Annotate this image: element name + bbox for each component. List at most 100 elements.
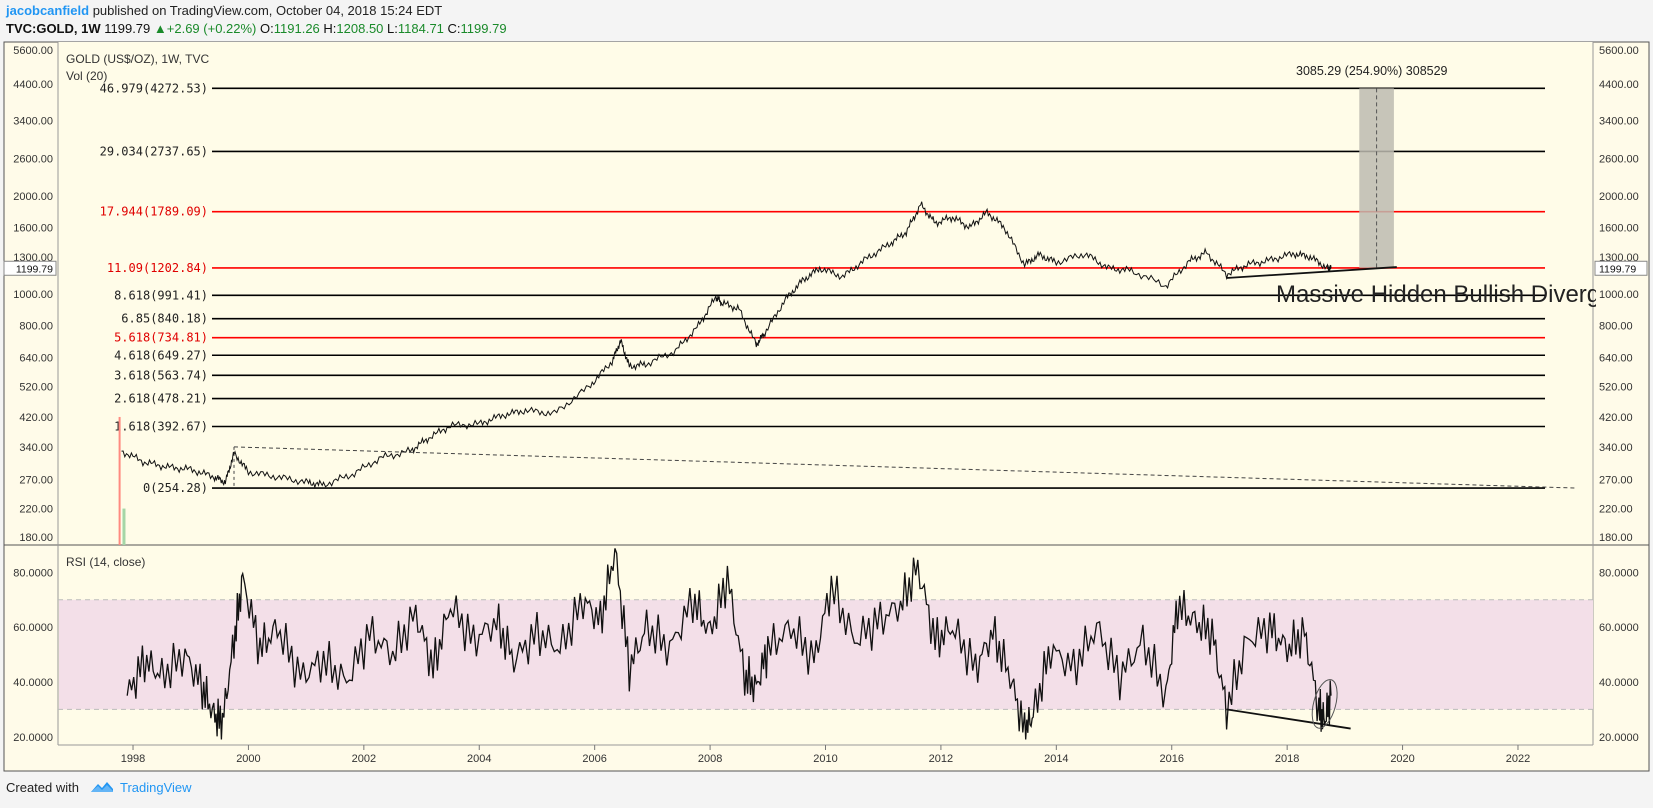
fib-level-label: 4.618(649.27)	[114, 348, 208, 362]
fib-level-label: 11.09(1202.84)	[107, 261, 208, 275]
open-label: O:	[260, 21, 274, 36]
price-tick-right: 420.00	[1599, 412, 1633, 424]
rsi-tick-right: 60.0000	[1599, 622, 1639, 634]
volume-bar	[122, 508, 126, 545]
price-series-line	[121, 201, 1332, 490]
price-tick-right: 2000.00	[1599, 191, 1639, 203]
time-tick-label: 2002	[352, 753, 376, 765]
rsi-tick-left: 40.0000	[13, 677, 53, 689]
fib-level-label: 0(254.28)	[143, 481, 208, 495]
fib-level-label: 3.618(563.74)	[114, 368, 208, 382]
time-tick-label: 2022	[1506, 753, 1530, 765]
rsi-band	[59, 599, 1593, 710]
price-tick-left: 800.00	[19, 321, 53, 333]
fib-level-label: 5.618(734.81)	[114, 331, 208, 345]
price-tick-right: 4400.00	[1599, 79, 1639, 91]
created-with-label: Created with	[6, 780, 79, 795]
time-tick-label: 2012	[929, 753, 953, 765]
rsi-tick-right: 20.0000	[1599, 732, 1639, 744]
price-tick-left: 3400.00	[13, 116, 53, 128]
price-pane-title: GOLD (US$/OZ), 1W, TVC	[66, 52, 210, 66]
price-tick-left: 1000.00	[13, 289, 53, 301]
measure-box	[1359, 88, 1394, 268]
time-tick-label: 2010	[813, 753, 837, 765]
last-price: 1199.79	[104, 21, 151, 36]
rsi-tick-right: 40.0000	[1599, 677, 1639, 689]
high-label: H:	[323, 21, 337, 36]
price-tick-right: 220.00	[1599, 504, 1633, 516]
time-tick-label: 2018	[1275, 753, 1299, 765]
fib-level-label: 6.85(840.18)	[121, 312, 208, 326]
time-tick-label: 2014	[1044, 753, 1068, 765]
price-tick-right: 270.00	[1599, 475, 1633, 487]
price-tick-left: 4400.00	[13, 79, 53, 91]
volume-label: Vol (20)	[66, 69, 108, 83]
price-tick-left: 220.00	[19, 504, 53, 516]
high-value: 1208.50	[336, 21, 384, 36]
price-tick-right: 520.00	[1599, 382, 1633, 394]
tradingview-logo-icon	[90, 782, 113, 792]
price-tick-left: 340.00	[19, 442, 53, 454]
price-tick-right: 640.00	[1599, 352, 1633, 364]
rsi-pane-title: RSI (14, close)	[66, 555, 146, 569]
fib-level-label: 46.979(4272.53)	[100, 81, 208, 95]
price-tick-left: 5600.00	[13, 45, 53, 57]
price-tick-right: 800.00	[1599, 321, 1633, 333]
price-tick-right: 5600.00	[1599, 45, 1639, 57]
published-text: published on TradingView.com, October 04…	[92, 3, 443, 18]
price-tick-left: 270.00	[19, 475, 53, 487]
volume-bar	[118, 416, 121, 545]
rsi-series-line	[126, 548, 1332, 740]
price-pane[interactable]	[58, 42, 1593, 545]
publish-info: jacobcanfield published on TradingView.c…	[6, 3, 442, 18]
price-tick-left: 1600.00	[13, 222, 53, 234]
price-tick-left: 520.00	[19, 382, 53, 394]
open-value: 1191.26	[273, 21, 320, 36]
low-label: L:	[387, 21, 398, 36]
rsi-tick-left: 20.0000	[13, 732, 53, 744]
fib-level-label: 1.618(392.67)	[114, 419, 208, 433]
low-value: 1184.71	[397, 21, 444, 36]
rsi-highlight-ellipse	[1311, 679, 1338, 729]
price-tick-left: 420.00	[19, 412, 53, 424]
author-link[interactable]: jacobcanfield	[6, 3, 90, 18]
time-tick-label: 2004	[467, 753, 491, 765]
price-tick-right: 3400.00	[1599, 116, 1639, 128]
price-tick-right: 180.00	[1599, 532, 1633, 544]
price-divergence-line	[1226, 266, 1397, 279]
fib-level-label: 29.034(2737.65)	[100, 144, 208, 158]
close-label: C:	[447, 21, 461, 36]
price-tick-right: 340.00	[1599, 442, 1633, 454]
fib-level-label: 8.618(991.41)	[114, 288, 208, 302]
close-value: 1199.79	[460, 21, 507, 36]
footer: Created with TradingView	[6, 780, 192, 795]
last-price-tag-right: 1199.79	[1599, 263, 1636, 275]
last-price-tag-right-bg	[1594, 260, 1648, 276]
price-tick-left: 180.00	[19, 532, 53, 544]
price-change: +2.69 (+0.22%)	[166, 21, 257, 36]
time-tick-label: 2000	[236, 753, 260, 765]
up-arrow-icon: ▲	[153, 21, 167, 36]
price-tick-right: 2600.00	[1599, 154, 1639, 166]
price-tick-right: 1000.00	[1599, 289, 1639, 301]
time-tick-label: 1998	[121, 753, 145, 765]
price-tick-left: 640.00	[19, 352, 53, 364]
time-tick-label: 2008	[698, 753, 722, 765]
time-tick-label: 2006	[582, 753, 606, 765]
price-tick-left: 2000.00	[13, 191, 53, 203]
rsi-tick-left: 80.0000	[13, 567, 53, 579]
price-tick-left: 2600.00	[13, 154, 53, 166]
rsi-tick-left: 60.0000	[13, 622, 53, 634]
rsi-divergence-line	[1226, 708, 1351, 730]
time-tick-label: 2016	[1159, 753, 1183, 765]
symbol[interactable]: TVC:GOLD, 1W	[6, 21, 101, 36]
symbol-info: TVC:GOLD, 1W 1199.79 ▲+2.69 (+0.22%) O:1…	[6, 21, 507, 36]
last-price-tag-left-bg	[3, 260, 57, 276]
fib-level-label: 17.944(1789.09)	[100, 205, 208, 219]
rsi-tick-right: 80.0000	[1599, 567, 1639, 579]
price-tick-right: 1600.00	[1599, 222, 1639, 234]
tradingview-brand-link[interactable]: TradingView	[120, 780, 192, 795]
time-tick-label: 2020	[1390, 753, 1414, 765]
divergence-annotation: Massive Hidden Bullish Diverg	[1276, 281, 1596, 308]
